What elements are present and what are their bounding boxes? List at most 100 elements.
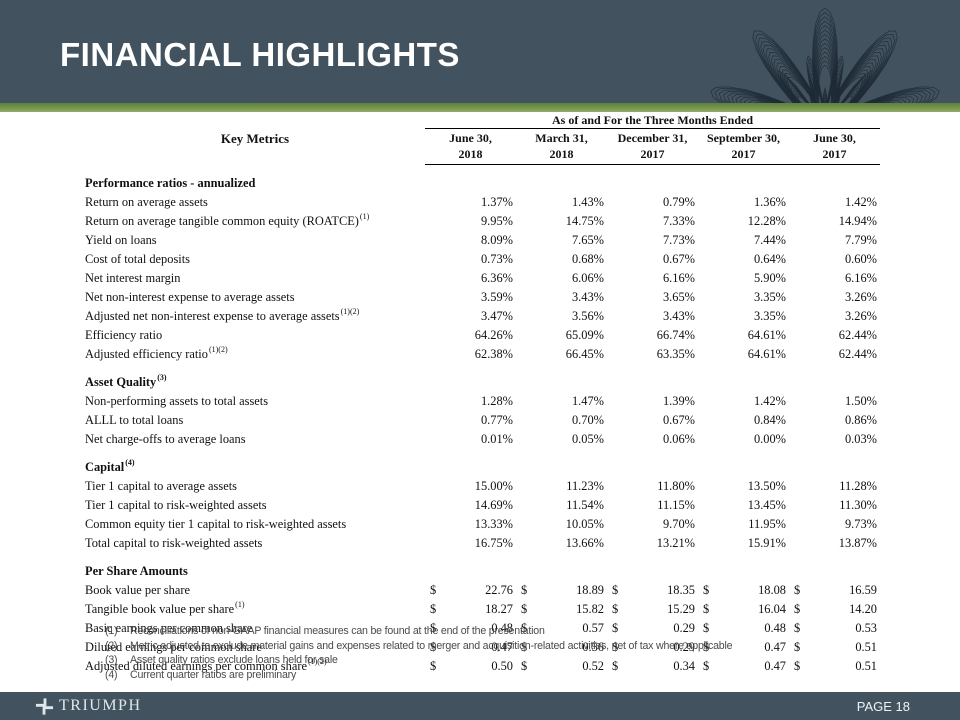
metric-value: 1.28%	[480, 394, 513, 408]
metric-value: 3.59%	[480, 290, 513, 304]
metric-value: 7.79%	[844, 233, 877, 247]
table-row: Tier 1 capital to average assets 15.00% 11…	[85, 477, 880, 496]
table-row: Adjusted net non-interest expense to ave…	[85, 307, 880, 326]
metric-value: 1.42%	[844, 195, 877, 209]
metric-value: 7.65%	[571, 233, 604, 247]
accent-divider	[0, 103, 960, 112]
metric-value: 16.75%	[474, 536, 513, 550]
section-footnote-ref: (4)	[125, 458, 135, 467]
metric-value: 10.05%	[565, 517, 604, 531]
currency-symbol: $	[430, 602, 437, 616]
metric-value: 1.43%	[571, 195, 604, 209]
table-row: Basic earnings per common share $0.48 $0.5…	[85, 619, 880, 638]
metric-label: Net charge-offs to average loans	[85, 432, 246, 446]
metric-value: 9.70%	[662, 517, 695, 531]
metric-value: 1.39%	[662, 394, 695, 408]
metric-value: 0.84%	[753, 413, 786, 427]
table-row: Efficiency ratio 64.26% 65.09% 66.74% 64.61%…	[85, 326, 880, 345]
currency-symbol: $	[612, 621, 619, 635]
metric-value: 13.66%	[565, 536, 604, 550]
currency-symbol: $	[521, 640, 528, 654]
table-row: Yield on loans 8.09% 7.65% 7.73% 7.44% 7.79%	[85, 231, 880, 250]
metric-value: 1.50%	[844, 394, 877, 408]
column-header-date: December 31,	[617, 131, 688, 145]
metric-value: 0.67%	[662, 252, 695, 266]
currency-symbol: $	[521, 659, 528, 673]
metric-value: 11.95%	[748, 517, 786, 531]
table-row: Return on average assets 1.37% 1.43% 0.79% 1…	[85, 193, 880, 212]
metric-value: $18.35	[607, 581, 698, 600]
slide-footer: TRIUMPH PAGE 18	[0, 692, 960, 720]
footnote: (2) Metric adjusted to exclude material g…	[105, 639, 845, 654]
metric-value: 64.61%	[747, 347, 786, 361]
metric-footnote-ref: (1)(2)	[340, 307, 360, 316]
metric-amount: 15.82	[576, 602, 604, 616]
metric-value: 7.73%	[662, 233, 695, 247]
metric-value: 0.00%	[753, 432, 786, 446]
metric-value: $14.20	[789, 600, 880, 619]
currency-symbol: $	[430, 583, 437, 597]
metric-value: 0.67%	[662, 413, 695, 427]
metric-value: 0.73%	[480, 252, 513, 266]
metric-value: 65.09%	[565, 328, 604, 342]
metric-label: Adjusted net non-interest expense to ave…	[85, 307, 360, 324]
currency-symbol: $	[703, 640, 710, 654]
metric-value: $18.27	[425, 600, 516, 619]
metric-value: 64.26%	[474, 328, 513, 342]
metric-value: 3.35%	[753, 309, 786, 323]
metric-value: 12.28%	[747, 214, 786, 228]
metric-value: 13.33%	[474, 517, 513, 531]
column-header-year: 2018	[549, 147, 574, 161]
metric-amount: 0.57	[582, 621, 604, 635]
currency-symbol: $	[612, 583, 619, 597]
metric-value: $0.52	[516, 657, 607, 676]
metric-value: 11.54%	[566, 498, 604, 512]
metric-value: 11.30%	[839, 498, 877, 512]
metric-amount: 0.50	[491, 659, 513, 673]
metric-value: 0.77%	[480, 413, 513, 427]
brand-name: TRIUMPH	[59, 697, 142, 714]
metric-value: 6.16%	[662, 271, 695, 285]
metric-value: $22.76	[425, 581, 516, 600]
metric-amount: 18.35	[667, 583, 695, 597]
metric-label: ALLL to total loans	[85, 413, 184, 427]
metric-amount: 0.47	[764, 640, 786, 654]
metric-value: $18.08	[698, 581, 789, 600]
section-heading: Performance ratios - annualized	[85, 176, 256, 190]
metric-value: $0.47	[425, 638, 516, 657]
table-spanner-row: As of and For the Three Months Ended	[85, 112, 880, 129]
metric-value: $15.82	[516, 600, 607, 619]
metric-footnote-ref: (1)(2)	[208, 345, 228, 354]
metric-value: 15.00%	[474, 479, 513, 493]
table-row: Non-performing assets to total assets 1.2…	[85, 392, 880, 411]
footnote-marker: (3)	[105, 654, 118, 666]
metric-value: $0.29	[607, 638, 698, 657]
metric-value: 7.33%	[662, 214, 695, 228]
metric-value: 1.36%	[753, 195, 786, 209]
metric-value: 62.44%	[838, 328, 877, 342]
metric-amount: 18.89	[576, 583, 604, 597]
metric-value: 0.01%	[480, 432, 513, 446]
footnote: (4) Current quarter ratios are preliminar…	[105, 668, 845, 683]
metric-value: 3.26%	[844, 290, 877, 304]
table-row: Common equity tier 1 capital to risk-wei…	[85, 515, 880, 534]
currency-symbol: $	[794, 602, 801, 616]
currency-symbol: $	[612, 640, 619, 654]
column-header-year: 2017	[731, 147, 756, 161]
section-row: Capital(4)	[85, 449, 880, 477]
triumph-logo-icon	[35, 697, 54, 715]
metric-amount: 0.52	[582, 659, 604, 673]
column-header-year: 2017	[822, 147, 847, 161]
metric-value: $0.53	[789, 619, 880, 638]
metric-value: 0.86%	[844, 413, 877, 427]
metric-value: 11.23%	[566, 479, 604, 493]
table-body: Performance ratios - annualized Return on…	[85, 165, 880, 676]
currency-symbol: $	[612, 659, 619, 673]
table-row: Cost of total deposits 0.73% 0.68% 0.67% 0.6…	[85, 250, 880, 269]
metric-value: 0.60%	[844, 252, 877, 266]
table-row: Book value per share $22.76 $18.89 $18.35 $1…	[85, 581, 880, 600]
metric-value: 7.44%	[753, 233, 786, 247]
slide-header: FINANCIAL HIGHLIGHTS	[0, 0, 960, 112]
section-row: Per Share Amounts	[85, 553, 880, 581]
guilloche-pattern-decoration	[710, 7, 940, 103]
